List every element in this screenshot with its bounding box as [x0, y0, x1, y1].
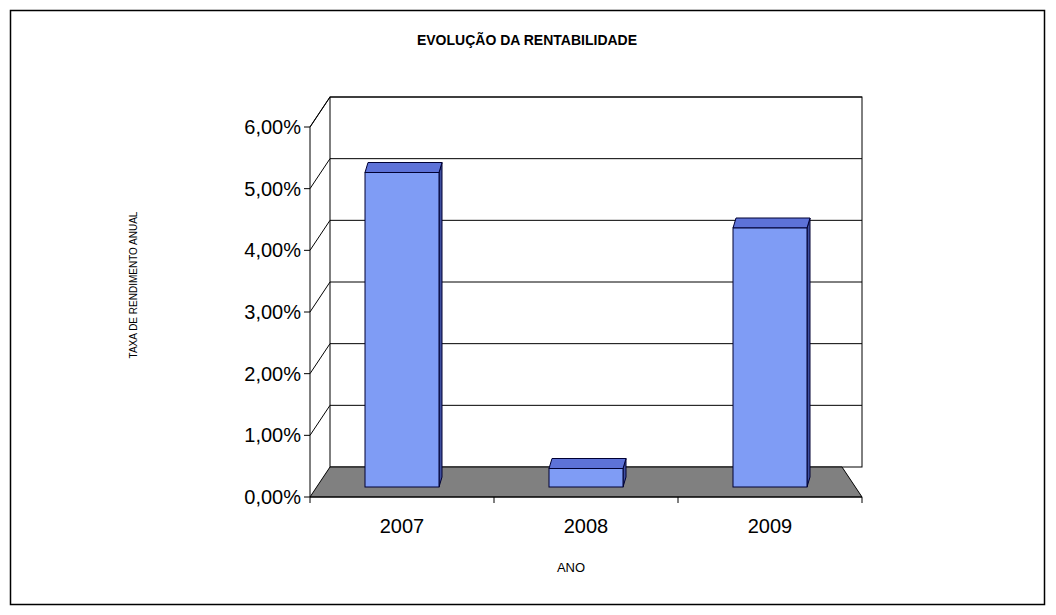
x-tick — [494, 497, 495, 503]
y-tick — [304, 250, 310, 251]
y-tick — [304, 127, 310, 128]
x-tick-label: 2008 — [564, 515, 609, 537]
y-tick-label: 2,00% — [244, 363, 301, 385]
x-tick-label: 2009 — [748, 515, 793, 537]
y-tick-label: 0,00% — [244, 486, 301, 508]
bar — [365, 163, 442, 488]
y-tick — [304, 312, 310, 313]
x-tick-label: 2007 — [380, 515, 425, 537]
bar-top — [549, 459, 626, 469]
bar-top — [365, 163, 442, 173]
bar-front — [549, 469, 623, 488]
y-tick-label: 5,00% — [244, 178, 301, 200]
bars — [365, 163, 810, 488]
y-axis-label: TAXA DE RENDIMENTO ANUAL — [128, 211, 139, 358]
chart: 0,00% 1,00% 2,00% 3,00% 4,00% 5,00% 6,00% 2007 2… — [0, 0, 1056, 615]
y-tick-label: 1,00% — [244, 424, 301, 446]
bar-front — [733, 228, 807, 487]
bar-front — [365, 173, 439, 488]
x-tick — [678, 497, 679, 503]
y-tick-label: 4,00% — [244, 239, 301, 261]
x-axis-label: ANO — [557, 560, 585, 575]
title: EVOLUÇÃO DA RENTABILIDADE — [417, 31, 637, 48]
x-axis — [310, 497, 862, 498]
x-tick — [310, 497, 311, 503]
y-tick-label: 3,00% — [244, 301, 301, 323]
y-tick — [304, 435, 310, 436]
bar-top — [733, 218, 810, 228]
y-tick — [304, 497, 310, 498]
bar — [549, 459, 626, 488]
bar — [733, 218, 810, 487]
y-tick — [304, 373, 310, 374]
grid-line — [310, 97, 862, 127]
y-tick-label: 6,00% — [244, 116, 301, 138]
y-tick — [304, 188, 310, 189]
chart-frame — [11, 11, 1045, 605]
x-tick — [862, 497, 863, 503]
